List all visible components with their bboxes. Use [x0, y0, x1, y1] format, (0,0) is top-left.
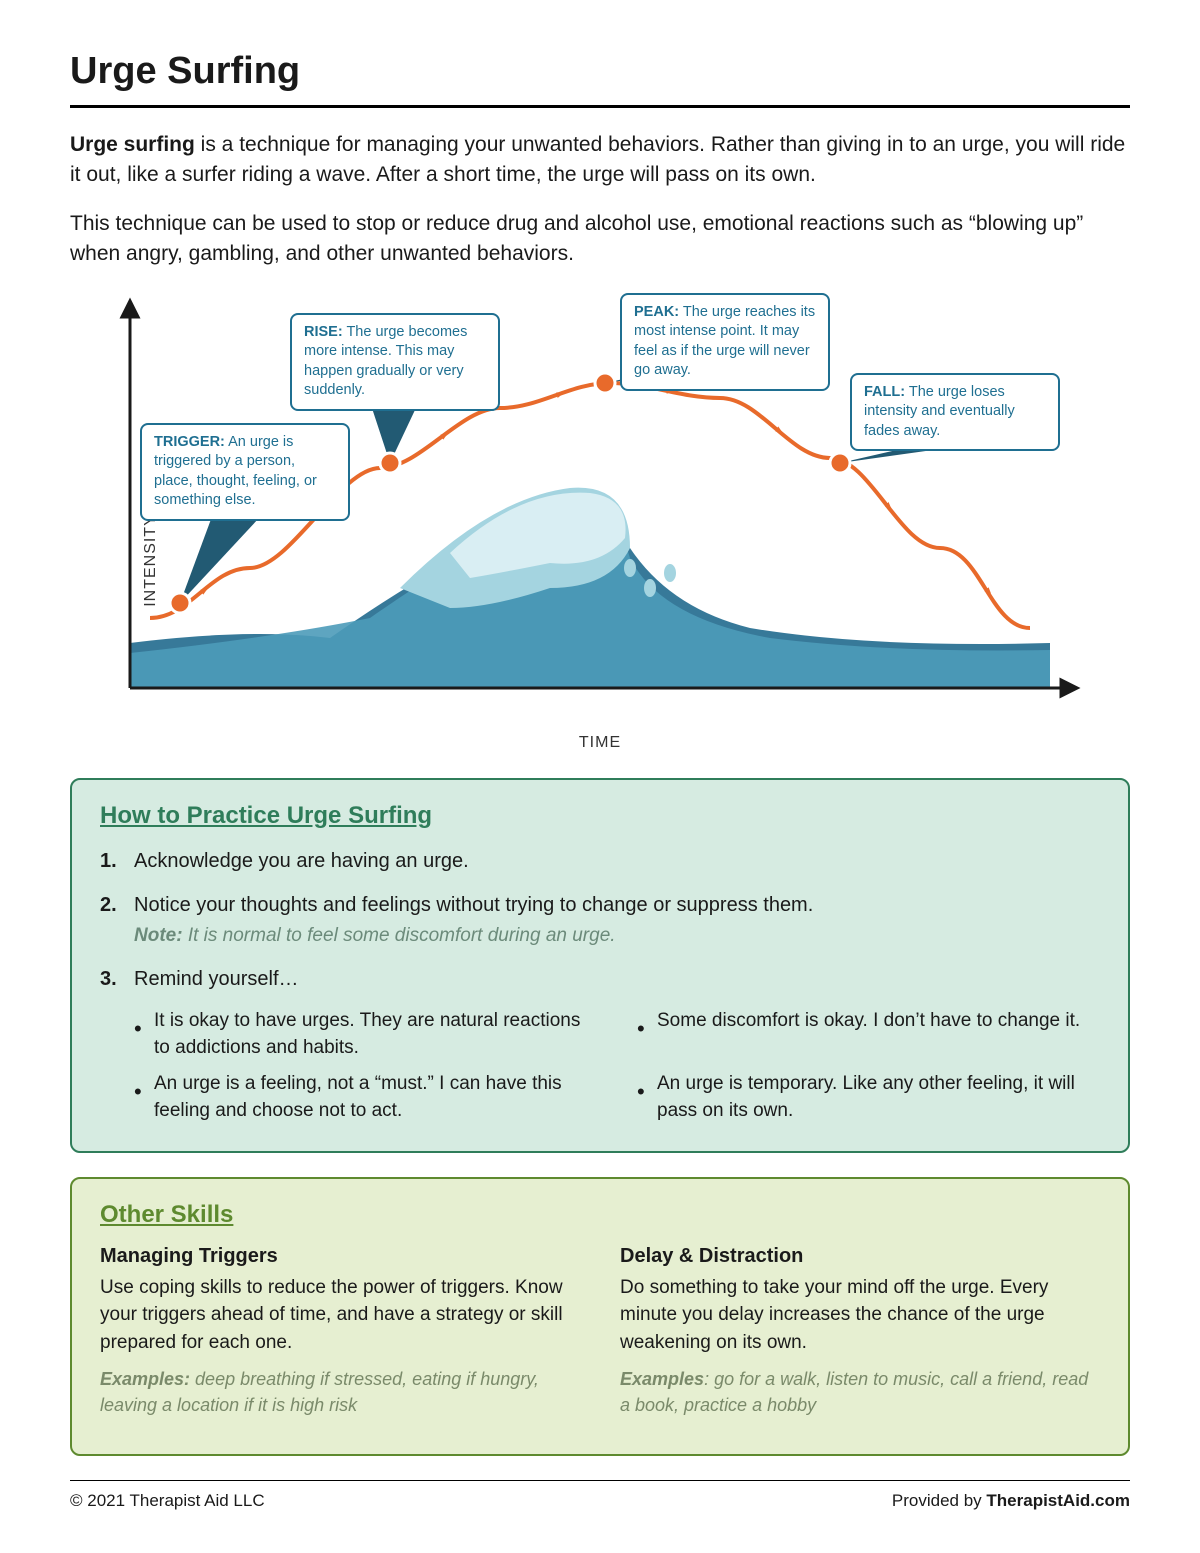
- callout-fall: FALL: The urge loses intensity and event…: [850, 373, 1060, 452]
- reminder-2: Some discomfort is okay. I don’t have to…: [637, 1008, 1100, 1061]
- skill-examples: Examples: go for a walk, listen to music…: [620, 1366, 1100, 1418]
- reminders-grid: It is okay to have urges. They are natur…: [100, 1008, 1100, 1124]
- reminder-3: An urge is a feeling, not a “must.” I ca…: [134, 1071, 597, 1124]
- intro-paragraph-1: Urge surfing is a technique for managing…: [70, 130, 1130, 191]
- callout-rise: RISE: The urge becomes more intense. Thi…: [290, 313, 500, 411]
- x-axis-label: TIME: [579, 734, 621, 752]
- skill-title: Managing Triggers: [100, 1245, 580, 1268]
- step-2: Notice your thoughts and feelings withou…: [100, 890, 1100, 951]
- step-note: Note: It is normal to feel some discomfo…: [134, 922, 1100, 951]
- footer-provided-text: Provided by: [892, 1491, 987, 1510]
- intro-section: Urge surfing is a technique for managing…: [70, 130, 1130, 270]
- other-skills-box: Other Skills Managing Triggers Use coping…: [70, 1177, 1130, 1457]
- intro-rest: is a technique for managing your unwante…: [70, 133, 1125, 186]
- intro-bold: Urge surfing: [70, 133, 195, 156]
- footer-site: TherapistAid.com: [986, 1491, 1130, 1510]
- urge-chart: INTENSITY OF URGE TIME TRIGGER: An urge …: [70, 288, 1130, 748]
- skill-title: Delay & Distraction: [620, 1245, 1100, 1268]
- practice-steps: Acknowledge you are having an urge. Notic…: [100, 846, 1100, 995]
- other-heading: Other Skills: [100, 1201, 1100, 1229]
- skill-2: Delay & Distraction Do something to take …: [620, 1245, 1100, 1429]
- reminder-1: It is okay to have urges. They are natur…: [134, 1008, 597, 1061]
- step-1: Acknowledge you are having an urge.: [100, 846, 1100, 876]
- step-3: Remind yourself…: [100, 964, 1100, 994]
- skill-body: Use coping skills to reduce the power of…: [100, 1274, 580, 1357]
- practice-heading: How to Practice Urge Surfing: [100, 802, 1100, 830]
- footer: © 2021 Therapist Aid LLC Provided by The…: [70, 1480, 1130, 1511]
- callout-peak: PEAK: The urge reaches its most intense …: [620, 293, 830, 391]
- practice-box: How to Practice Urge Surfing Acknowledge…: [70, 778, 1130, 1153]
- footer-provided: Provided by TherapistAid.com: [892, 1491, 1130, 1511]
- skill-1: Managing Triggers Use coping skills to re…: [100, 1245, 580, 1429]
- reminder-4: An urge is temporary. Like any other fee…: [637, 1071, 1100, 1124]
- callout-trigger: TRIGGER: An urge is triggered by a perso…: [140, 423, 350, 521]
- page-title: Urge Surfing: [70, 50, 1130, 108]
- skill-body: Do something to take your mind off the u…: [620, 1274, 1100, 1357]
- skill-examples: Examples: deep breathing if stressed, ea…: [100, 1366, 580, 1418]
- intro-paragraph-2: This technique can be used to stop or re…: [70, 209, 1130, 270]
- footer-copyright: © 2021 Therapist Aid LLC: [70, 1491, 265, 1511]
- skills-grid: Managing Triggers Use coping skills to re…: [100, 1245, 1100, 1429]
